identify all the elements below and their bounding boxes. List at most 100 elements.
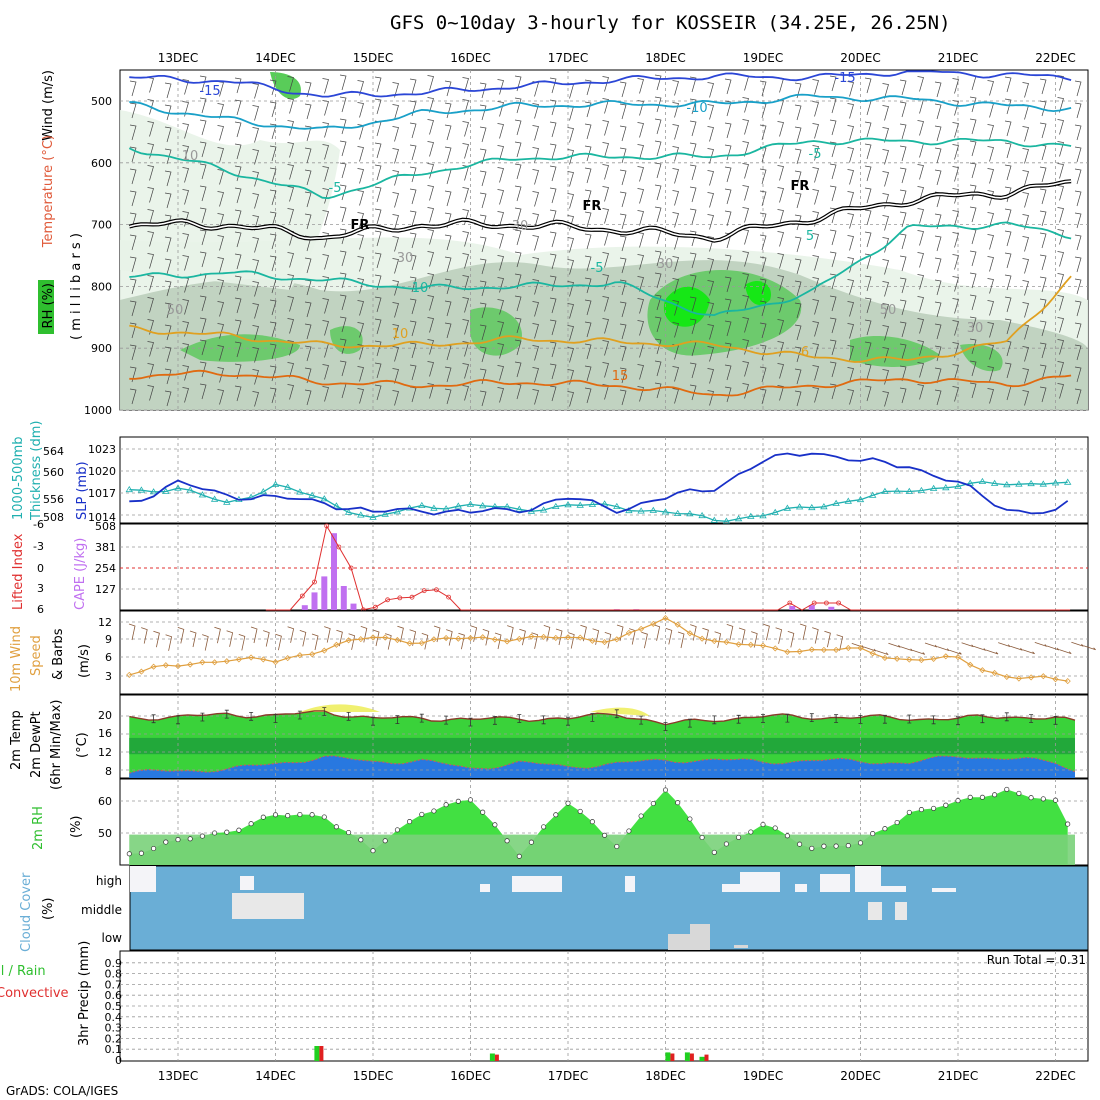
wind-barb xyxy=(392,126,399,142)
pressure-level-label: 700 xyxy=(91,219,112,232)
wind-marker xyxy=(638,625,645,632)
wind-marker xyxy=(1003,673,1010,680)
temp2m-panel: 20 16 12 8 2m Temp 2m DewPt (6hr Min/Max) (… xyxy=(9,694,1089,790)
wind-barb xyxy=(1074,388,1082,405)
thickness-marker xyxy=(308,491,316,498)
wind-barb xyxy=(689,252,697,269)
wind-barb xyxy=(129,388,137,405)
wind-barb xyxy=(707,390,714,406)
wind-marker xyxy=(357,636,364,643)
wind-barb xyxy=(199,229,207,246)
wind10-barb xyxy=(1022,649,1035,655)
cape-bar xyxy=(321,576,328,610)
wind10-label-3: & Barbs xyxy=(51,628,66,680)
rh-marker xyxy=(760,821,766,828)
day-label-bottom: 14DEC xyxy=(255,1069,295,1083)
wind-barb xyxy=(882,303,889,319)
wind-barb xyxy=(584,101,592,118)
wind-barb xyxy=(882,281,889,297)
wind-barb xyxy=(532,323,539,339)
rh-marker xyxy=(626,828,632,834)
wind-tick: 6 xyxy=(105,651,112,664)
wind-barb xyxy=(199,185,207,202)
wind-barb xyxy=(532,345,539,361)
temp-minmax-bar xyxy=(468,717,473,727)
wind-barb xyxy=(217,323,224,339)
wind-barb xyxy=(252,391,259,407)
wind-barb xyxy=(1039,166,1047,183)
temp2m-unit: (°C) xyxy=(75,732,90,758)
precip-conv-bar xyxy=(494,1054,499,1061)
wind-barb xyxy=(182,167,189,183)
wind-marker xyxy=(369,634,377,641)
wind-barb xyxy=(322,364,329,380)
rh-marker xyxy=(845,843,851,849)
wind-marker xyxy=(235,656,242,663)
rh-lower-band xyxy=(129,834,1075,865)
wind-barb xyxy=(794,258,802,275)
li-tick: 6 xyxy=(37,603,44,616)
wind-barb xyxy=(759,256,767,273)
thickness-marker xyxy=(576,501,584,508)
wind-barb xyxy=(637,144,644,160)
wind-barb xyxy=(252,193,259,209)
slp-label: SLP (mb) xyxy=(75,461,90,520)
temp-minmax-bar xyxy=(444,715,449,725)
wind-barb xyxy=(794,280,802,297)
wind-barb xyxy=(374,318,382,335)
contour-label: 10 xyxy=(182,149,199,164)
wind-barb xyxy=(899,189,907,206)
wind-barb xyxy=(164,258,172,275)
wind-barb xyxy=(1039,122,1047,139)
wind-barb xyxy=(987,344,994,360)
wind-barb xyxy=(969,206,977,223)
contour-label: -5 xyxy=(591,261,604,276)
wind-barb xyxy=(812,343,819,359)
wind-barb xyxy=(549,341,557,358)
wind-marker xyxy=(1040,673,1047,680)
wind-barb xyxy=(899,145,907,162)
wind-barb xyxy=(864,165,872,182)
wind-barb xyxy=(129,278,137,295)
wind-barb xyxy=(532,191,539,207)
thickness-marker xyxy=(357,511,365,518)
wind-barb xyxy=(1004,252,1012,269)
wind-barb xyxy=(374,274,382,291)
contour-label: 30 xyxy=(512,219,529,234)
wind-barb xyxy=(707,170,714,186)
wind-barb xyxy=(427,141,434,157)
wind-marker xyxy=(930,655,937,662)
wind-barb xyxy=(514,295,522,312)
wind-barb xyxy=(584,211,592,228)
wind-marker xyxy=(1028,674,1035,681)
precip-tick: 0.7 xyxy=(105,978,123,991)
wind-barb xyxy=(304,389,312,406)
contour-label: 10 xyxy=(412,281,429,296)
wind-barb xyxy=(812,299,819,315)
temp-minmax-bar xyxy=(395,715,400,724)
wind-barb xyxy=(409,364,417,381)
wind-barb xyxy=(392,346,399,362)
rh-marker xyxy=(894,819,900,826)
wind-barb xyxy=(357,322,364,338)
wind-barb xyxy=(672,366,679,382)
wind-barb xyxy=(479,192,487,209)
wind-barb xyxy=(514,141,522,158)
wind-barb xyxy=(637,122,644,138)
wind-barb xyxy=(829,295,837,312)
wind-barb xyxy=(374,362,382,379)
thickness-marker xyxy=(929,484,938,491)
temp-minmax-bar xyxy=(224,709,229,719)
wind-marker xyxy=(272,659,279,666)
wind10-barb xyxy=(641,631,648,649)
rh-marker xyxy=(297,811,303,818)
wind-marker xyxy=(857,644,864,652)
thickness-marker xyxy=(137,486,146,493)
wind-barb xyxy=(707,148,714,164)
wind-barb xyxy=(742,163,749,179)
wind-barb xyxy=(654,184,662,201)
precip-bars xyxy=(314,1046,709,1061)
temp-minmax-bar xyxy=(639,715,644,725)
rh-marker xyxy=(382,838,388,844)
